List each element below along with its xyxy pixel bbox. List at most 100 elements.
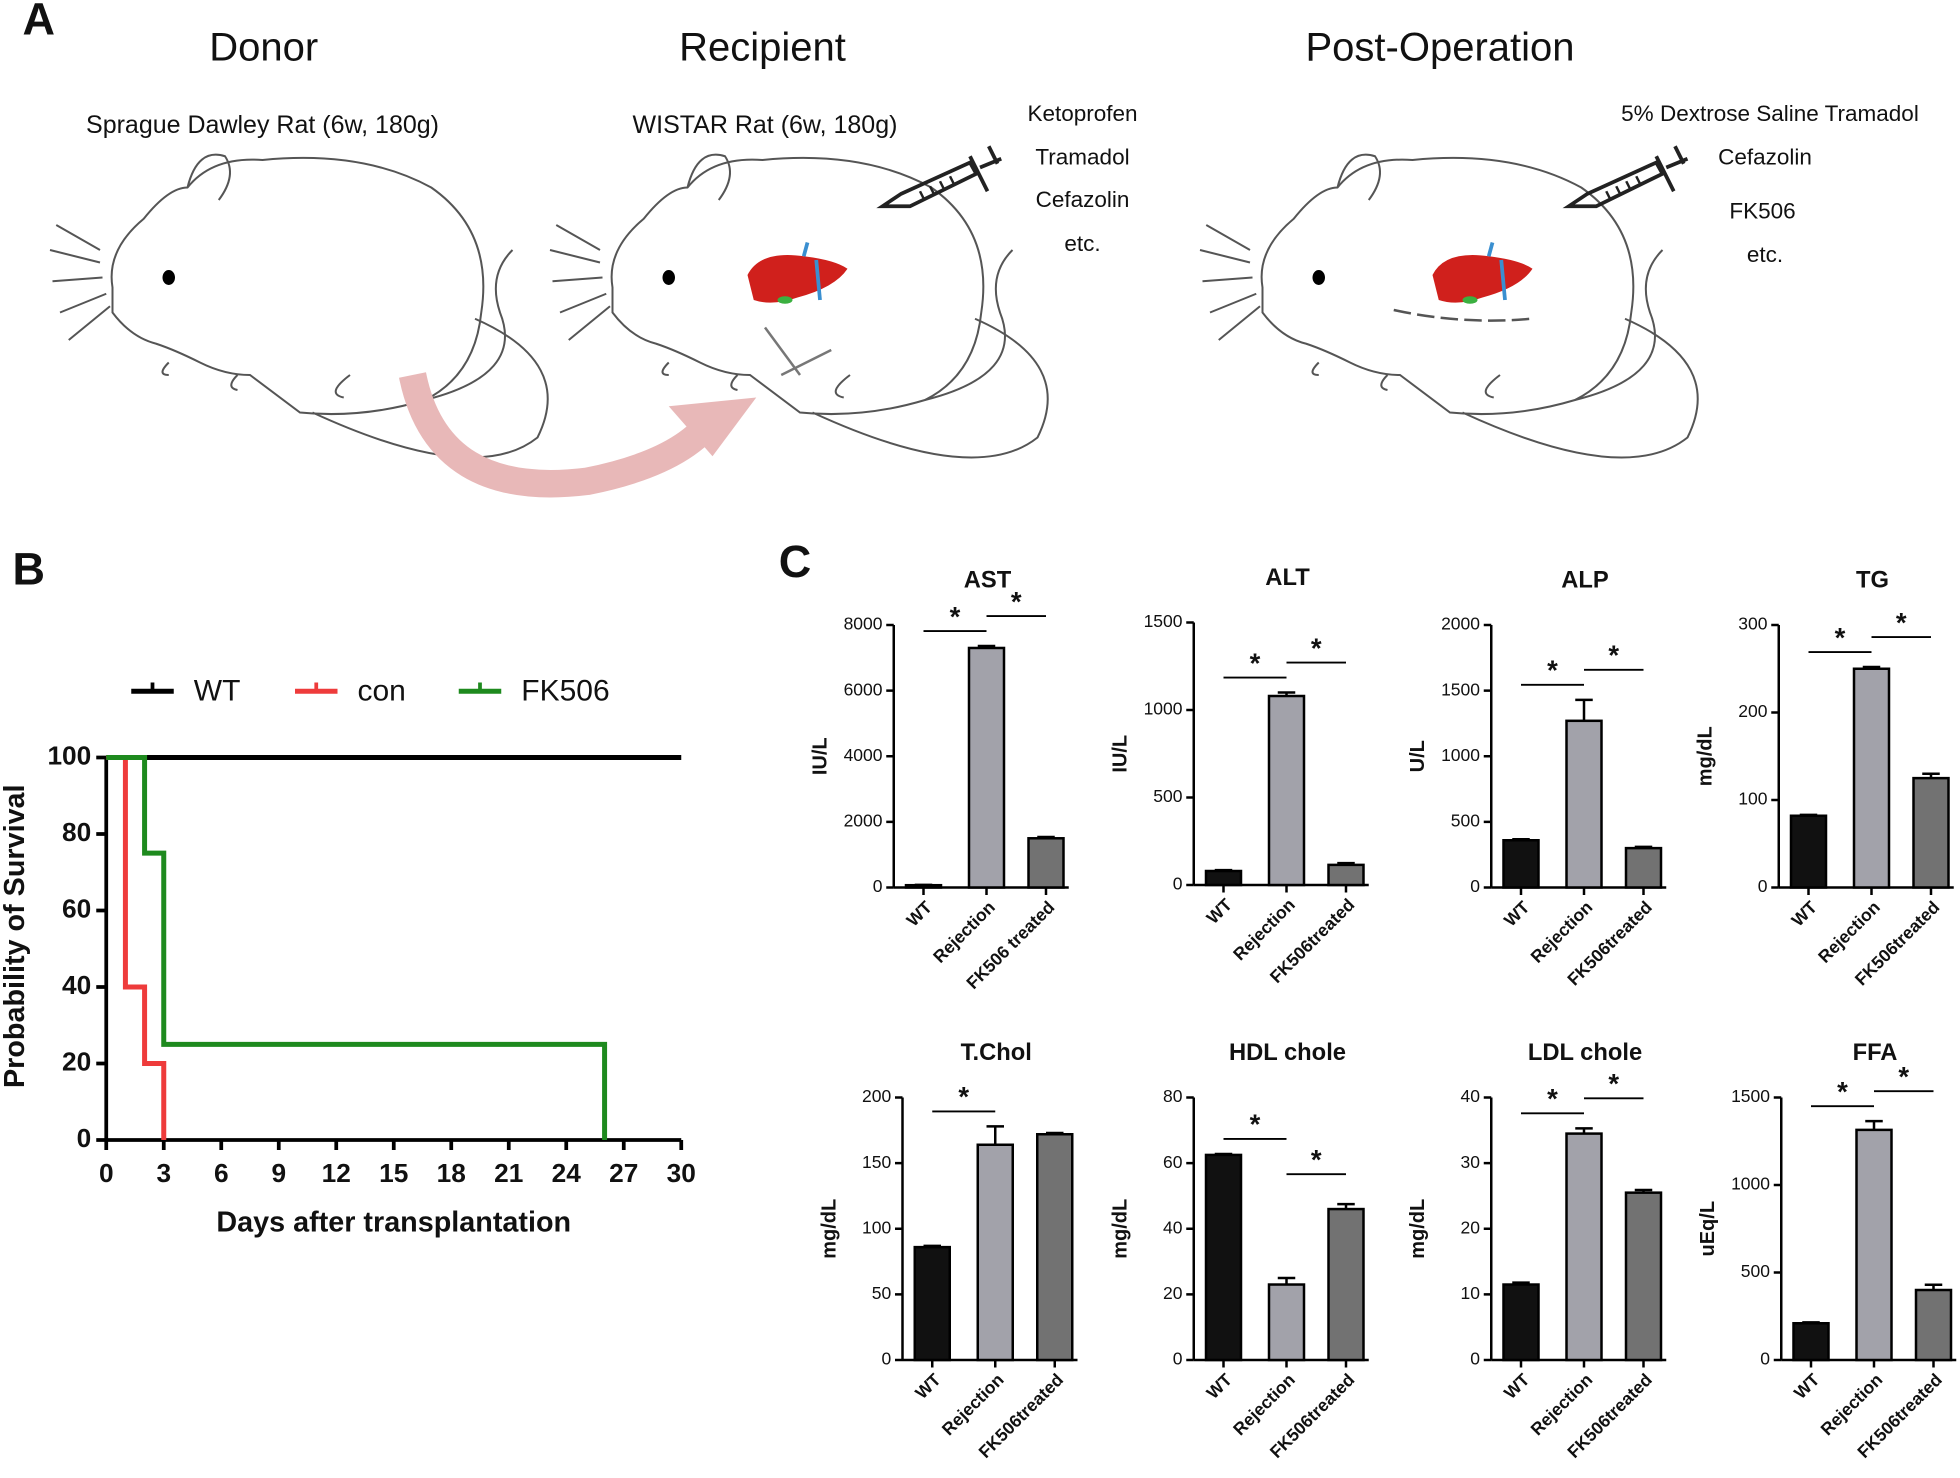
chart-title: AST [964,567,1012,594]
y-axis-title: IU/L [1110,735,1132,773]
y-tick-label: 0 [1760,1349,1770,1369]
significance-star: * [950,601,961,632]
stage-title: Recipient [679,26,846,70]
x-tick-label: 12 [322,1158,351,1188]
y-tick-label: 100 [1738,789,1767,809]
bar [1789,814,1828,889]
x-axis-title: Days after transplantation [216,1206,571,1238]
bar [967,646,1006,889]
y-tick-label: 1500 [1441,679,1480,699]
significance-star: * [1250,1109,1261,1140]
x-tick-label: WT [1787,897,1821,931]
y-tick-label: 2000 [1441,614,1480,634]
x-tick-label: 27 [609,1158,638,1188]
drug: Ketoprofen [1027,101,1137,126]
bar [1852,667,1891,889]
y-tick-label: 4000 [844,745,883,765]
x-tick-label: WT [902,897,936,931]
y-tick-label: 6000 [844,679,883,699]
bar [1267,1283,1306,1362]
drug: etc. [1747,242,1783,267]
syringe-icon [1566,144,1690,209]
y-tick-label: 500 [1741,1261,1770,1281]
bar [1565,719,1603,889]
error-bar [1575,698,1593,721]
chart-title: FFA [1853,1039,1898,1066]
error-bar [1277,691,1296,696]
y-tick-label: 1500 [1144,611,1183,631]
error-bar [977,644,996,648]
chart-title: HDL chole [1229,1039,1346,1066]
y-tick-label: 1500 [1731,1086,1770,1106]
error-bar [1045,1131,1064,1135]
y-tick-label: 0 [1470,1349,1480,1369]
significance-star: * [1608,640,1619,671]
y-tick-label: 0 [1173,874,1183,894]
chart-title: T.Chol [961,1039,1032,1066]
x-tick-label: 24 [552,1158,582,1188]
x-tick-label: 15 [379,1158,408,1188]
error-bar [1512,1281,1530,1285]
significance-star: * [1011,586,1022,617]
y-axis-title: IU/L [810,737,832,775]
drug: Cefazolin [1036,187,1130,212]
drug: Cefazolin [1718,145,1812,170]
survival-curve [106,754,608,1140]
bar [976,1143,1015,1362]
bar [1624,846,1663,889]
bar [1502,1283,1540,1362]
y-tick-label: 100 [862,1217,891,1237]
error-bar [1799,813,1818,817]
transfer-arrow-head [668,397,757,457]
legend-label: con [358,674,406,707]
y-axis-title: Probability of Survival [0,784,31,1088]
transfer-arrow [399,372,724,498]
bar [1204,1153,1243,1362]
y-tick-label: 40 [62,970,91,1000]
panel-label: A [23,0,56,44]
rat-illustration [1199,153,1699,459]
bar [1912,776,1950,889]
error-bar [1634,1188,1653,1193]
error-bar [1862,665,1881,669]
bar [913,1245,951,1362]
significance-star: * [1837,1076,1848,1107]
y-tick-label: 0 [1758,876,1768,896]
x-tick-label: 9 [271,1158,286,1188]
x-tick-label: 0 [99,1158,114,1188]
y-tick-label: 20 [62,1046,91,1076]
y-tick-label: 1000 [1144,699,1183,719]
rat-illustration [49,153,549,459]
significance-star: * [1311,632,1322,663]
chart-title: TG [1856,567,1889,594]
y-axis-title: U/L [1407,740,1429,772]
x-tick-label: 21 [494,1158,523,1188]
panel-label: C [779,536,812,587]
bar [1027,837,1065,889]
y-tick-label: 50 [872,1283,892,1303]
y-tick-label: 2000 [844,811,883,831]
error-bar [1277,1276,1296,1285]
y-axis-title: uEq/L [1697,1201,1719,1257]
x-tick-label: 18 [437,1158,466,1188]
bar [1792,1321,1830,1362]
significance-star: * [1896,607,1907,638]
bar [1327,863,1365,887]
drug: FK506 [1729,198,1795,223]
liver-icon [745,240,850,306]
liver-icon [1430,240,1535,306]
y-tick-label: 40 [1461,1086,1481,1106]
x-tick-label: WT [1202,894,1236,928]
y-tick-label: 80 [1163,1086,1183,1106]
bar [1267,694,1306,887]
drug: 5% Dextrose Saline Tramadol [1621,101,1919,126]
y-tick-label: 80 [62,817,91,847]
stage-subtitle: Sprague Dawley Rat (6w, 180g) [86,111,439,139]
y-tick-label: 500 [1451,811,1480,831]
error-bar [1214,1152,1233,1156]
scissors-icon [763,326,832,377]
x-tick-label: WT [1500,1369,1534,1403]
bar [1855,1128,1893,1362]
legend-label: FK506 [521,674,609,707]
